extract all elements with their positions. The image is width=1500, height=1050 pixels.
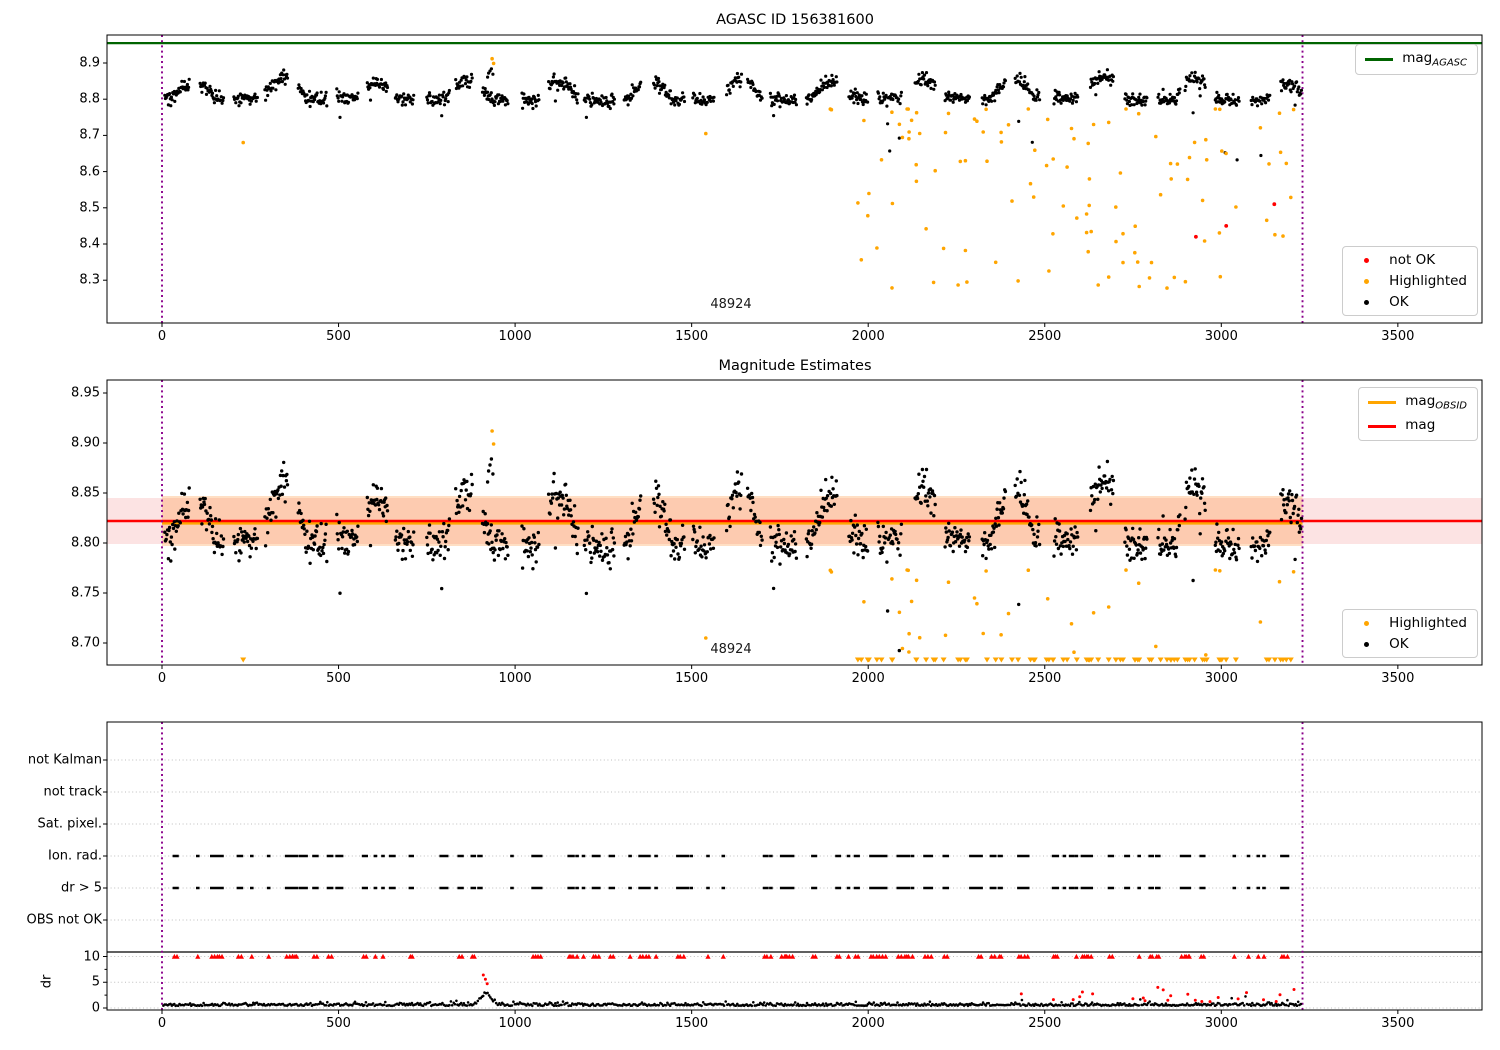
legend-entry-mag-obsid: magOBSID: [1367, 393, 1467, 412]
x-tick-label: 0: [157, 329, 167, 344]
panel1-obsid-annotation: 48924: [710, 297, 752, 312]
x-tick-label: 3000: [1204, 671, 1238, 686]
x-tick-label: 1500: [675, 1016, 709, 1031]
y-tick-label: 8.8: [79, 91, 100, 107]
panel2-legend-lines: magOBSID mag: [1358, 387, 1478, 442]
y-tick-label: 8.80: [71, 535, 100, 551]
legend-label-highlighted: Highlighted: [1389, 273, 1467, 289]
flag-row-label-sat-pixel-: Sat. pixel.: [37, 816, 102, 832]
legend-label-ok: OK: [1389, 294, 1409, 310]
x-tick-label: 2500: [1028, 329, 1062, 344]
ok-dot-swatch-2: [1351, 641, 1381, 647]
legend-label-highlighted-2: Highlighted: [1389, 615, 1467, 631]
dr-tick-label: 0: [91, 1000, 100, 1016]
panel2-legend-points: Highlighted OK: [1342, 609, 1478, 658]
highlighted-dot-swatch-2: [1351, 620, 1381, 626]
x-tick-label: 500: [326, 671, 351, 686]
x-tick-label: 1500: [675, 671, 709, 686]
panel1-legend-mag-agasc: magAGASC: [1355, 44, 1478, 75]
legend-label-mag-obsid: magOBSID: [1405, 393, 1467, 412]
x-tick-label: 500: [326, 1016, 351, 1031]
ok-dot-swatch: [1351, 299, 1381, 305]
legend-entry-ok: OK: [1351, 294, 1467, 310]
x-tick-label: 1000: [498, 1016, 532, 1031]
panel1-title: AGASC ID 156381600: [716, 12, 874, 28]
legend-label-mag: mag: [1405, 416, 1436, 433]
legend-entry-ok-2: OK: [1351, 636, 1467, 652]
mag-obsid-line-swatch: [1367, 400, 1397, 404]
x-tick-label: 2000: [851, 329, 885, 344]
legend-entry-highlighted-2: Highlighted: [1351, 615, 1467, 631]
flag-row-label-ion-rad-: Ion. rad.: [48, 848, 102, 864]
legend-entry-highlighted: Highlighted: [1351, 273, 1467, 289]
x-tick-label: 1000: [498, 671, 532, 686]
legend-label-mag-agasc: magAGASC: [1402, 50, 1467, 69]
highlighted-dot-swatch: [1351, 278, 1381, 284]
x-tick-label: 3500: [1381, 671, 1415, 686]
panel2-title: Magnitude Estimates: [718, 358, 872, 374]
x-tick-label: 1500: [675, 329, 709, 344]
y-tick-label: 8.7: [79, 127, 100, 143]
legend-label-ok-2: OK: [1389, 636, 1409, 652]
y-tick-label: 8.4: [79, 236, 100, 252]
flag-row-label-not-track: not track: [43, 784, 102, 800]
x-tick-label: 1000: [498, 329, 532, 344]
legend-entry-mag: mag: [1367, 417, 1467, 436]
x-tick-label: 0: [157, 1016, 167, 1031]
legend-label-not-ok: not OK: [1389, 252, 1436, 268]
x-tick-label: 3500: [1381, 1016, 1415, 1031]
y-tick-label: 8.90: [71, 435, 100, 451]
x-tick-label: 0: [157, 671, 167, 686]
legend-entry-not-ok: not OK: [1351, 252, 1467, 268]
y-tick-label: 8.70: [71, 635, 100, 651]
legend-entry-mag-agasc: magAGASC: [1364, 50, 1467, 69]
x-tick-label: 500: [326, 329, 351, 344]
dr-tick-label: 5: [91, 974, 100, 990]
x-tick-label: 3000: [1204, 329, 1238, 344]
mag-line-swatch: [1367, 424, 1397, 428]
flag-row-label-dr-5: dr > 5: [60, 880, 102, 896]
x-tick-label: 2500: [1028, 1016, 1062, 1031]
x-tick-label: 3000: [1204, 1016, 1238, 1031]
flag-row-label-not-kalman: not Kalman: [27, 752, 102, 768]
x-tick-label: 2000: [851, 1016, 885, 1031]
y-tick-label: 8.95: [71, 385, 100, 401]
y-tick-label: 8.75: [71, 585, 100, 601]
not-ok-dot-swatch: [1351, 257, 1381, 263]
x-tick-label: 2500: [1028, 671, 1062, 686]
y-tick-label: 8.5: [79, 200, 100, 216]
y-tick-label: 8.9: [79, 55, 100, 71]
y-tick-label: 8.3: [79, 272, 100, 288]
panel2-obsid-annotation: 48924: [710, 642, 752, 657]
mag-agasc-line-swatch: [1364, 57, 1394, 61]
x-tick-label: 3500: [1381, 329, 1415, 344]
dr-tick-label: 10: [83, 949, 100, 964]
x-tick-label: 2000: [851, 671, 885, 686]
y-tick-label: 8.85: [71, 485, 100, 501]
panel1-legend-points: not OK Highlighted OK: [1342, 246, 1478, 316]
y-tick-label: 8.6: [79, 164, 100, 180]
flag-row-label-obs-not-ok: OBS not OK: [26, 912, 103, 928]
